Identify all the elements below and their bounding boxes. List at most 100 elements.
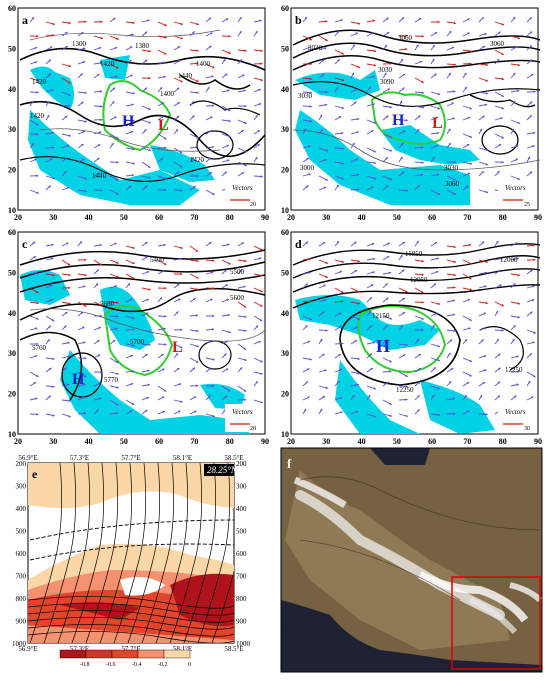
lon-tick-label: 80: [226, 213, 234, 222]
lat-tick-label: 40: [8, 309, 16, 318]
lon-tick-label: 40: [85, 213, 93, 222]
pressure-tick-left: 700: [16, 573, 27, 581]
lon-tick-label: 70: [190, 437, 198, 446]
high-pressure-marker-a: H: [122, 113, 135, 130]
svg-text:5600: 5600: [230, 294, 245, 302]
pressure-tick-right: 200: [236, 460, 247, 468]
colorbar-label: -0.4: [132, 662, 142, 668]
panel-b-map: b H L 3030 3060 3060 3030 3030 3000 3090…: [291, 8, 540, 210]
colorbar-label: -0.6: [106, 662, 116, 668]
svg-text:1420: 1420: [30, 112, 45, 120]
svg-text:3030: 3030: [298, 92, 313, 100]
svg-text:3060: 3060: [398, 34, 413, 42]
top-lon-tick: 58.1°E: [173, 454, 192, 462]
lon-tick-label: 30: [49, 213, 57, 222]
latitude-label: 28.25°N: [207, 465, 238, 475]
lon-tick-label: 20: [287, 213, 295, 222]
svg-text:5760: 5760: [32, 344, 47, 352]
low-pressure-marker-b: L: [432, 115, 443, 132]
colorbar-label: -0.2: [158, 662, 168, 668]
lon-tick-label: 60: [155, 437, 163, 446]
pressure-tick-left: 300: [16, 483, 27, 491]
lon-tick-label: 60: [428, 213, 436, 222]
svg-text:12050: 12050: [410, 276, 428, 284]
pressure-tick-left: 800: [16, 595, 27, 603]
vector-key-d: Vectors: [505, 408, 526, 416]
panel-c-map: c H L 5400 5500 5600 5680 5760 5700 5770…: [18, 232, 265, 434]
svg-text:3060: 3060: [445, 180, 460, 188]
lon-tick-label: 90: [261, 437, 269, 446]
low-pressure-marker-a: L: [158, 117, 169, 134]
lat-tick-label: 40: [281, 309, 289, 318]
lat-tick-label: 30: [281, 125, 289, 134]
svg-text:5770: 5770: [104, 376, 119, 384]
colorbar-label: -0.8: [80, 662, 90, 668]
lon-tick-label: 20: [287, 437, 295, 446]
lon-tick-label: 20: [14, 437, 22, 446]
vector-scale-c: 28: [250, 426, 256, 432]
lon-tick-label: 60: [428, 437, 436, 446]
low-pressure-marker-c: L: [172, 339, 183, 356]
pressure-tick-left: 1000: [12, 640, 27, 648]
panel-e-label: e: [32, 467, 38, 481]
vector-scale-b: 25: [524, 202, 530, 208]
pressure-tick-right: 400: [236, 505, 247, 513]
svg-text:3030: 3030: [444, 164, 459, 172]
lon-tick-label: 30: [49, 437, 57, 446]
svg-text:1400: 1400: [160, 90, 175, 98]
high-pressure-marker-c: H: [72, 371, 85, 388]
pressure-tick-left: 400: [16, 505, 27, 513]
lon-tick-label: 50: [120, 437, 128, 446]
lat-tick-label: 50: [281, 268, 289, 277]
lat-tick-label: 30: [8, 125, 16, 134]
lon-tick-label: 50: [393, 437, 401, 446]
lat-tick-label: 60: [281, 228, 289, 237]
pressure-tick-right: 500: [236, 528, 247, 536]
svg-text:12250: 12250: [396, 386, 414, 394]
pressure-tick-left: 500: [16, 528, 27, 536]
pressure-tick-right: 900: [236, 618, 247, 626]
lon-tick-label: 20: [14, 213, 22, 222]
high-pressure-marker-d: H: [376, 336, 390, 356]
svg-text:5700: 5700: [130, 338, 145, 346]
lon-tick-label: 80: [499, 437, 507, 446]
svg-text:1440: 1440: [178, 72, 193, 80]
lon-tick-label: 40: [358, 213, 366, 222]
lon-tick-label: 50: [120, 213, 128, 222]
vector-scale-a: 20: [250, 202, 256, 208]
svg-text:12250: 12250: [505, 366, 523, 374]
lon-tick-label: 80: [499, 213, 507, 222]
lat-tick-label: 20: [281, 390, 289, 399]
lon-tick-label: 90: [261, 213, 269, 222]
pressure-tick-left: 600: [16, 550, 27, 558]
pressure-tick-left: 200: [16, 460, 27, 468]
lat-tick-label: 60: [281, 4, 289, 13]
lon-tick-label: 50: [393, 213, 401, 222]
lon-tick-label: 30: [322, 213, 330, 222]
pressure-tick-right: 800: [236, 595, 247, 603]
lat-tick-label: 50: [281, 44, 289, 53]
svg-text:1380: 1380: [135, 42, 150, 50]
panel-f-label: f: [287, 456, 292, 471]
top-lon-tick: 57.7°E: [121, 454, 140, 462]
svg-text:1420: 1420: [190, 156, 205, 164]
lat-tick-label: 40: [8, 85, 16, 94]
svg-text:3000: 3000: [300, 164, 315, 172]
svg-text:3090: 3090: [380, 78, 395, 86]
vector-key-b: Vectors: [505, 184, 526, 192]
panel-f-satellite-image: f: [281, 448, 542, 672]
colorbar: -0.8 -0.6 -0.4 -0.2 0: [60, 650, 191, 668]
top-lon-tick: 57.3°E: [70, 454, 89, 462]
lat-tick-label: 60: [8, 4, 16, 13]
svg-text:1420: 1420: [100, 60, 115, 68]
vector-scale-d: 30: [524, 426, 530, 432]
svg-text:5680: 5680: [100, 300, 115, 308]
vector-key-a: Vectors: [232, 184, 253, 192]
colorbar-label: 0: [188, 662, 191, 668]
lon-tick-label: 80: [226, 437, 234, 446]
svg-text:11850: 11850: [405, 250, 423, 258]
panel-d-map: d H 11850 12000 12050 12150 12250 12250 …: [291, 232, 540, 434]
panel-a-map: a H L 1300 1380 1400 1420 1440 1420 1400…: [18, 8, 265, 210]
